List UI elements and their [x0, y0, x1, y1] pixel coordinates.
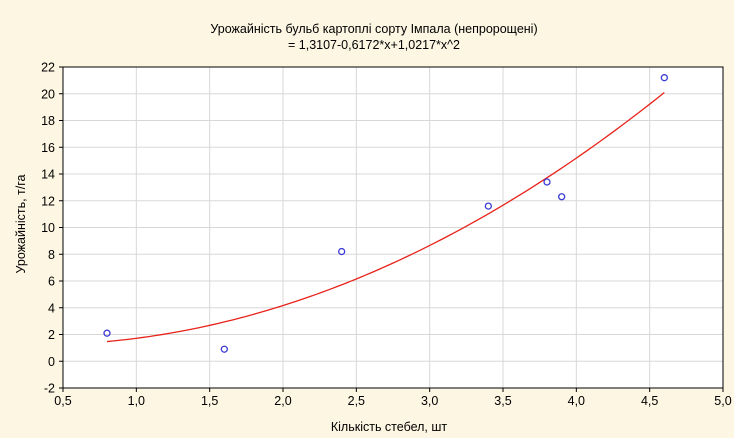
data-point: [543, 178, 551, 186]
x-axis-label: Кількість стебел, шт: [331, 420, 448, 434]
y-tick-label: 10: [41, 221, 55, 235]
data-point: [220, 345, 228, 353]
data-point: [484, 202, 492, 210]
y-tick-label: 6: [48, 275, 55, 289]
y-tick-label: 14: [41, 168, 55, 182]
x-tick-label: 2,0: [274, 394, 291, 408]
x-tick-label: 3,0: [421, 394, 438, 408]
y-tick-label: -2: [44, 382, 55, 396]
x-tick-label: 1,5: [201, 394, 218, 408]
y-tick-label: 12: [41, 194, 55, 208]
x-tick-label: 4,5: [641, 394, 658, 408]
y-tick-label: 2: [48, 328, 55, 342]
y-tick-label: 22: [41, 61, 55, 75]
y-tick-label: 8: [48, 248, 55, 262]
y-tick-label: 4: [48, 301, 55, 315]
data-point: [338, 247, 346, 256]
data-point: [103, 329, 111, 337]
y-tick-labels: -2 0 2 4 6 8 10 12 14 16 18 20 22: [41, 61, 63, 396]
x-tick-label: 4,0: [568, 394, 585, 408]
y-axis-label: Урожайність, т/га: [14, 174, 28, 273]
data-point: [660, 74, 668, 82]
y-tick-label: 0: [48, 355, 55, 369]
x-tick-label: 0,5: [54, 394, 71, 408]
chart-title: Урожайність бульб картоплі сорту Імпала …: [210, 22, 537, 36]
x-tick-labels: 0,5 1,0 1,5 2,0 2,5 3,0 3,5 4,0 4,5 5,0: [54, 388, 732, 408]
x-tick-label: 1,0: [128, 394, 145, 408]
fit-curve-layer: [106, 92, 665, 343]
y-tick-label: 18: [41, 114, 55, 128]
y-tick-label: 20: [41, 87, 55, 101]
x-tick-label: 3,5: [494, 394, 511, 408]
fit-curve: [106, 92, 665, 343]
x-tick-label: 2,5: [348, 394, 365, 408]
data-point: [558, 193, 566, 201]
data-points: [103, 74, 668, 353]
y-tick-label: 16: [41, 141, 55, 155]
chart-subtitle: = 1,3107-0,6172*x+1,0217*x^2: [288, 38, 460, 52]
x-tick-label: 5,0: [714, 394, 731, 408]
